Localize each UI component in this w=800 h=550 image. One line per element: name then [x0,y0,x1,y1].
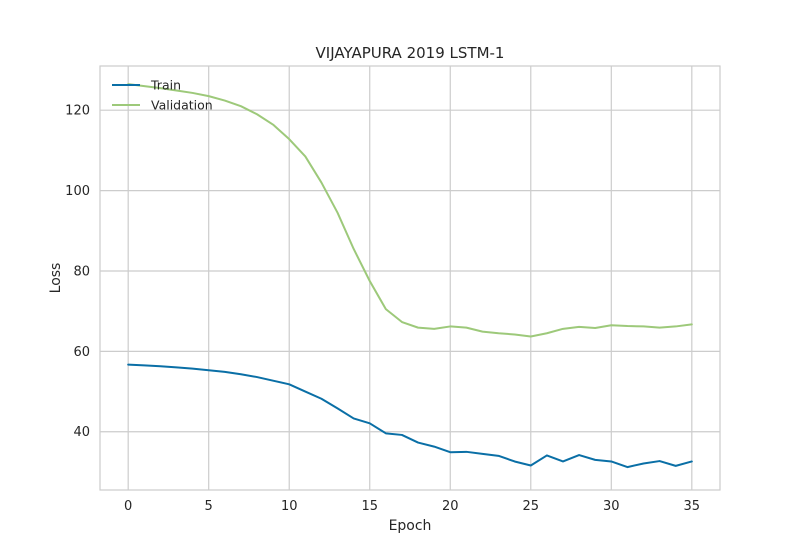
x-tick-label: 20 [442,499,459,514]
chart-title: VIJAYAPURA 2019 LSTM-1 [316,44,505,62]
legend: Train Validation [112,78,213,113]
series-line-validation [127,83,693,338]
data-series [127,83,693,469]
grid-lines [100,66,720,490]
x-axis-label: Epoch [389,518,432,534]
legend-label-validation: Validation [151,98,213,113]
x-axis-ticks: 0 5 10 15 20 25 30 35 [124,499,700,514]
x-tick-label: 5 [205,499,213,514]
y-tick-label: 40 [73,425,90,440]
y-tick-label: 120 [65,104,90,119]
y-tick-label: 80 [73,264,90,279]
y-tick-label: 60 [73,345,90,360]
x-tick-label: 35 [684,499,701,514]
x-tick-label: 10 [281,499,298,514]
plot-area [99,65,721,491]
x-tick-label: 25 [523,499,540,514]
y-tick-label: 100 [65,184,90,199]
x-tick-label: 15 [361,499,378,514]
series-line-train [127,363,693,469]
y-axis-ticks: 40 60 80 100 120 [65,104,90,441]
x-tick-label: 0 [124,499,132,514]
x-tick-label: 30 [603,499,620,514]
legend-label-train: Train [150,78,181,93]
y-axis-label: Loss [48,263,64,294]
